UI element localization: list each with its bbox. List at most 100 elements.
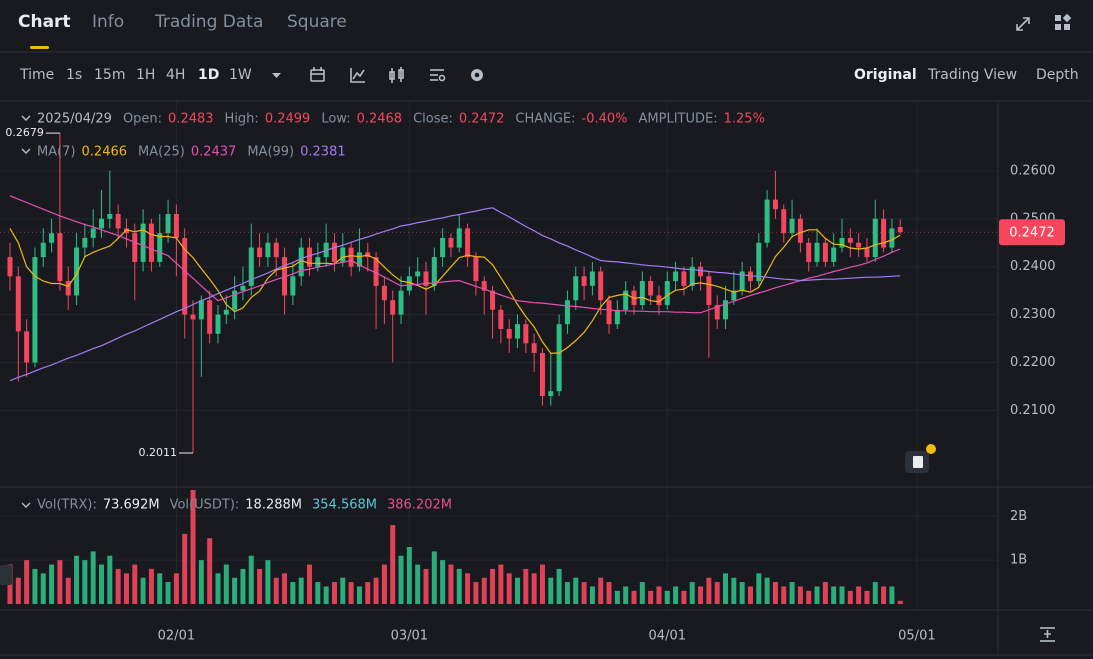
volume-bar [57, 560, 63, 604]
interval[interactable]: 1s [66, 67, 82, 83]
candle-body [173, 214, 179, 238]
axes: 0.26000.25000.24000.23000.22000.210002/0… [158, 163, 1065, 644]
volume-bar [806, 590, 812, 604]
view-option[interactable]: Original [854, 67, 917, 83]
legend-value: 0.2483 [168, 112, 214, 127]
volume-legend-value: 73.692M [103, 498, 160, 513]
volume-bar [381, 564, 387, 604]
volume-bar [523, 568, 529, 604]
candle-body [614, 309, 620, 325]
candle-body [714, 305, 720, 320]
candle-body [331, 242, 337, 262]
ma-line [9, 228, 901, 355]
volume-bar [198, 560, 204, 604]
y-tick-label: 0.2300 [1010, 307, 1056, 322]
x-tick-label: 03/01 [391, 629, 428, 644]
volume-bar [706, 577, 712, 604]
volume-bar [315, 582, 321, 604]
candle-body [781, 209, 787, 234]
volume-bar [440, 560, 446, 604]
candle-body [123, 228, 129, 234]
interval[interactable]: 4H [166, 67, 185, 83]
interval-bar: Time 1s 15m 1H 4H 1D 1W [19, 67, 252, 83]
extreme-label: 0.2011 [139, 446, 178, 459]
view-option[interactable]: Depth [1036, 67, 1079, 83]
x-tick-label: 04/01 [649, 629, 686, 644]
candle-body [240, 285, 246, 291]
legend-value: 0.2472 [459, 112, 505, 127]
legend-label: Open: [123, 112, 162, 127]
view-option[interactable]: Trading View [927, 67, 1017, 83]
collapse-caret[interactable] [21, 502, 31, 508]
candle-body [847, 237, 853, 243]
candle-body [49, 233, 55, 243]
ma-legend-name: MA(99) [247, 145, 294, 160]
candle-body [656, 295, 662, 306]
volume-bar [872, 582, 878, 604]
tab[interactable]: Trading Data [154, 12, 263, 32]
tab[interactable]: Square [287, 12, 347, 32]
candle-type-icon[interactable] [389, 67, 404, 83]
collapse-caret[interactable] [21, 148, 31, 154]
candle-body [573, 276, 579, 301]
candle-body [481, 281, 487, 291]
interval[interactable]: 1H [136, 67, 155, 83]
candle-body [373, 257, 379, 286]
volume-legend-value: 386.202M [387, 498, 452, 513]
volume-bar [223, 564, 229, 604]
volume-bar [664, 590, 670, 604]
side-toggle[interactable] [0, 565, 12, 585]
indicator-icon[interactable] [350, 68, 365, 83]
candle-body [789, 218, 795, 234]
candle-body [606, 300, 612, 325]
interval[interactable]: 1W [229, 67, 252, 83]
candle-body [440, 237, 446, 258]
volume-bar [772, 582, 778, 604]
expand-icon[interactable] [1016, 17, 1030, 31]
candle-body [165, 214, 171, 234]
ma-legend-name: MA(7) [37, 145, 76, 160]
tab[interactable]: Info [92, 12, 124, 32]
collapse-caret[interactable] [21, 115, 31, 121]
volume-legend-label: Vol(USDT): [170, 498, 240, 513]
candle-body [115, 214, 121, 229]
volume-bar [282, 573, 288, 604]
active-tab-indicator [30, 46, 49, 49]
indicator-badge[interactable] [905, 444, 936, 473]
volume-bar [74, 555, 80, 604]
more-intervals-caret[interactable] [272, 73, 281, 78]
legend-label: CHANGE: [515, 112, 575, 127]
volume-bar [739, 582, 745, 604]
fit-icon[interactable] [1040, 627, 1055, 642]
volume-bar [481, 577, 487, 604]
volume-bar [839, 586, 845, 604]
ma-legend-value: 0.2466 [82, 145, 128, 160]
candle-body [556, 324, 562, 392]
candle-body [897, 226, 903, 233]
volume-bar [639, 582, 645, 604]
volume-bar [789, 582, 795, 604]
calendar-icon[interactable] [310, 67, 325, 82]
volume-bar [165, 582, 171, 604]
volume-bar [323, 586, 329, 604]
candle-body [589, 271, 595, 286]
candle-body [856, 242, 862, 248]
volume-bar [107, 555, 113, 604]
volume-bar [148, 568, 154, 604]
volume-bar [365, 582, 371, 604]
candle-body [739, 271, 745, 291]
volume-bar [490, 568, 496, 604]
drawing-list-icon[interactable] [430, 69, 446, 82]
volume-bar [123, 573, 129, 604]
interval[interactable]: 1D [198, 67, 219, 83]
settings-icon[interactable] [471, 69, 483, 81]
volume-bar [65, 577, 71, 604]
candle-body [531, 343, 537, 353]
volume-bar [689, 582, 695, 604]
interval[interactable]: 15m [94, 67, 125, 83]
candle-body [74, 247, 80, 296]
volume-bar [515, 577, 521, 604]
tab[interactable]: Chart [18, 12, 71, 32]
candle-body [706, 276, 712, 306]
